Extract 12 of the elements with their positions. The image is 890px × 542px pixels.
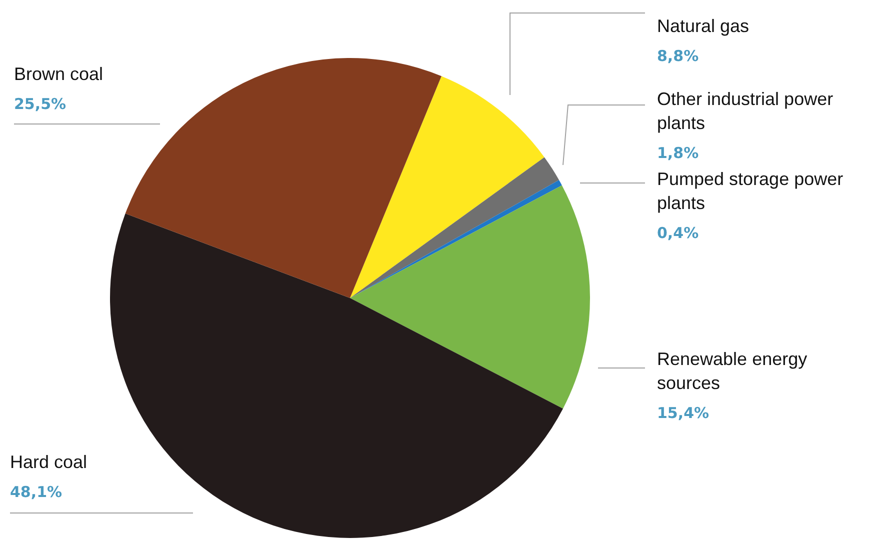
data-label: 0,4% [657, 224, 699, 242]
data-label: 8,8% [657, 46, 699, 65]
slice-label: Other industrial power plants [657, 88, 834, 133]
slice-label: Pumped storage power plants [657, 168, 844, 213]
slice-label: Brown coal [14, 64, 104, 84]
data-label: 48,1% [10, 482, 62, 501]
slice-label: Hard coal [10, 452, 88, 472]
data-label: 1,8% [657, 144, 699, 162]
slice-label: Natural gas [657, 16, 750, 36]
slice-label: Renewable energy sources [657, 348, 808, 393]
data-label: 25,5% [14, 94, 66, 113]
data-label: 15,4% [657, 404, 710, 422]
